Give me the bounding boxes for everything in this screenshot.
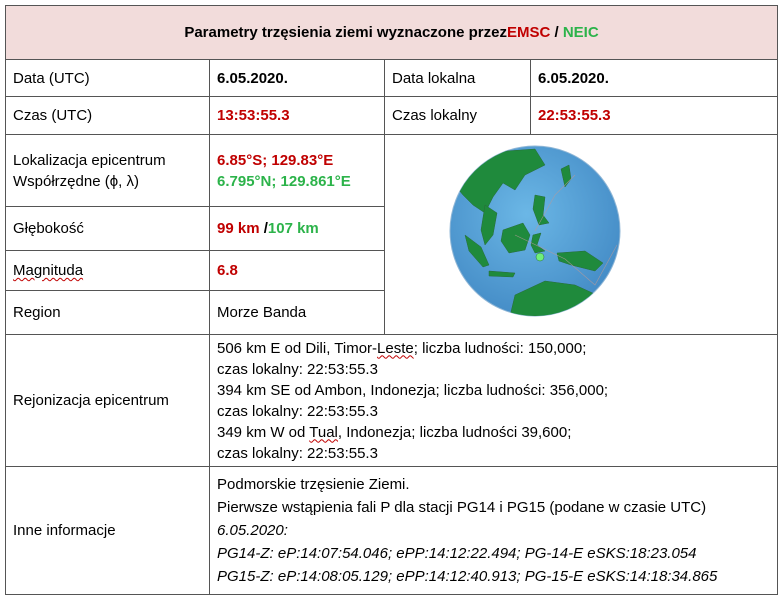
title-separator: / <box>550 24 563 41</box>
lokalizacja-neic-value: 6.795°N; 129.861°E <box>217 172 351 190</box>
data-utc-label: Data (UTC) <box>6 60 210 97</box>
globe-map-cell <box>385 135 777 335</box>
magnituda-value: 6.8 <box>210 251 385 291</box>
lokalizacja-label-line1: Lokalizacja epicentrum <box>13 151 166 169</box>
rejonizacja-line-5: 349 km W od Tual, Indonezja; liczba ludn… <box>217 423 572 441</box>
rejonizacja-label: Rejonizacja epicentrum <box>6 335 210 467</box>
region-label: Region <box>6 291 210 335</box>
rejonizacja-value: 506 km E od Dili, Timor-Leste; liczba lu… <box>210 335 777 467</box>
globe-map-icon <box>449 145 621 317</box>
wspolrzedne-label-line2: Współrzędne (ϕ, λ) <box>13 172 139 190</box>
inne-informacje-value: Podmorskie trzęsienie Ziemi. Pierwsze ws… <box>210 467 777 594</box>
rejonizacja-leste: Leste <box>377 339 414 357</box>
inne-line-1: Podmorskie trzęsienie Ziemi. <box>217 476 410 493</box>
title-neic: NEIC <box>562 24 599 41</box>
data-local-value: 6.05.2020. <box>531 60 777 97</box>
rejonizacja-line-2: czas lokalny: 22:53:55.3 <box>217 360 378 378</box>
region-value: Morze Banda <box>210 291 385 335</box>
rejonizacja-tual: Tual <box>309 423 338 441</box>
czas-utc-label: Czas (UTC) <box>6 97 210 135</box>
inne-informacje-label: Inne informacje <box>6 467 210 594</box>
rejonizacja-line-3: 394 km SE od Ambon, Indonezja; liczba lu… <box>217 381 609 399</box>
earthquake-parameters-table: Parametry trzęsienia ziemi wyznaczone pr… <box>5 5 778 595</box>
lokalizacja-value: 6.85°S; 129.83°E 6.795°N; 129.861°E <box>210 135 385 207</box>
glebokosc-emsc-value: 99 km <box>217 220 260 237</box>
inne-line-2: Pierwsze wstąpienia fali P dla stacji PG… <box>217 499 707 516</box>
czas-local-label: Czas lokalny <box>385 97 531 135</box>
czas-local-value: 22:53:55.3 <box>531 97 777 135</box>
glebokosc-separator: / <box>259 220 268 237</box>
title-emsc: EMSC <box>506 24 551 41</box>
rejonizacja-line-6: czas lokalny: 22:53:55.3 <box>217 444 378 462</box>
czas-utc-value: 13:53:55.3 <box>210 97 385 135</box>
epicenter-marker-icon <box>535 252 545 262</box>
glebokosc-label: Głębokość <box>6 207 210 251</box>
rejonizacja-line-1: 506 km E od Dili, Timor-Leste; liczba lu… <box>217 339 587 357</box>
data-local-label: Data lokalna <box>385 60 531 97</box>
lokalizacja-label: Lokalizacja epicentrum Współrzędne (ϕ, λ… <box>6 135 210 207</box>
magnituda-label: Magnituda <box>6 251 210 291</box>
inne-line-5: PG15-Z: eP:14:08:05.129; ePP:14:12:40.91… <box>217 568 718 585</box>
inne-line-4: PG14-Z: eP:14:07:54.046; ePP:14:12:22.49… <box>217 545 697 562</box>
glebokosc-neic-value: 107 km <box>267 220 319 237</box>
data-utc-value: 6.05.2020. <box>210 60 385 97</box>
title-prefix: Parametry trzęsienia ziemi wyznaczone pr… <box>184 24 507 41</box>
rejonizacja-line-4: czas lokalny: 22:53:55.3 <box>217 402 378 420</box>
glebokosc-value: 99 km /107 km <box>210 207 385 251</box>
lokalizacja-emsc-value: 6.85°S; 129.83°E <box>217 151 334 169</box>
magnituda-label-text: Magnituda <box>13 262 84 279</box>
table-title: Parametry trzęsienia ziemi wyznaczone pr… <box>6 6 777 60</box>
inne-line-3: 6.05.2020: <box>217 522 288 539</box>
